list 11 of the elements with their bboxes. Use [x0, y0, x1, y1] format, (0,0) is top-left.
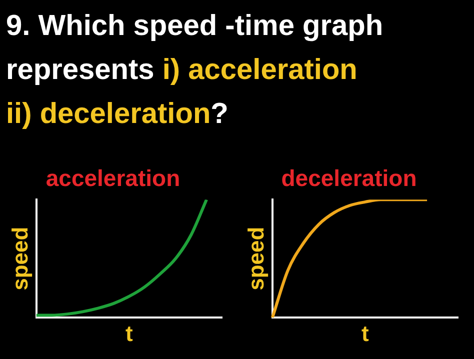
text: represents — [6, 54, 156, 86]
text: ? — [210, 98, 228, 130]
text: ii) deceleration — [6, 98, 211, 130]
y-axis-title: speed — [7, 226, 32, 290]
x-axis-title: t — [126, 320, 134, 346]
chart-title: deceleration — [281, 165, 417, 192]
text: 9. Which speed -time graph — [6, 10, 384, 42]
chart-title: acceleration — [46, 165, 180, 192]
x-axis-title: t — [362, 320, 370, 346]
text: i) acceleration — [162, 54, 358, 86]
y-axis-title: speed — [243, 226, 268, 290]
